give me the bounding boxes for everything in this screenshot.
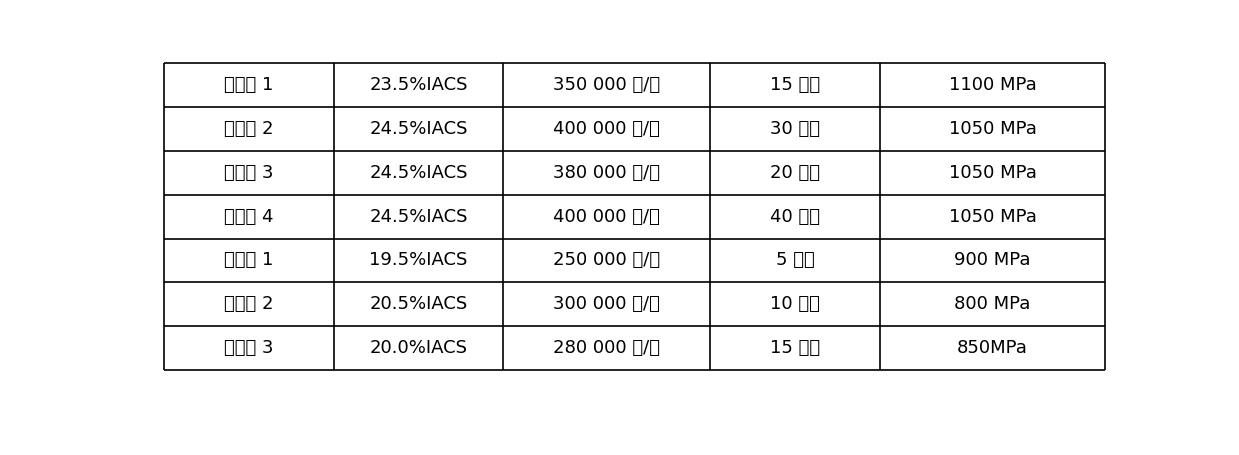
Text: 24.5%IACS: 24.5%IACS [369, 120, 468, 138]
Text: 实施例 3: 实施例 3 [224, 164, 274, 182]
Text: 比较例 1: 比较例 1 [224, 252, 274, 269]
Text: 1050 MPa: 1050 MPa [949, 164, 1037, 182]
Text: 20 微米: 20 微米 [769, 164, 820, 182]
Text: 15 微米: 15 微米 [769, 76, 820, 94]
Text: 15 微米: 15 微米 [769, 339, 820, 357]
Text: 280 000 次/秒: 280 000 次/秒 [554, 339, 660, 357]
Text: 400 000 次/秒: 400 000 次/秒 [554, 207, 660, 226]
Text: 24.5%IACS: 24.5%IACS [369, 207, 468, 226]
Text: 40 微米: 40 微米 [769, 207, 820, 226]
Text: 5 微米: 5 微米 [776, 252, 814, 269]
Text: 比较例 3: 比较例 3 [224, 339, 274, 357]
Text: 24.5%IACS: 24.5%IACS [369, 164, 468, 182]
Text: 20.5%IACS: 20.5%IACS [369, 295, 467, 313]
Text: 350 000 次/秒: 350 000 次/秒 [553, 76, 660, 94]
Text: 850MPa: 850MPa [958, 339, 1028, 357]
Text: 19.5%IACS: 19.5%IACS [369, 252, 468, 269]
Text: 1050 MPa: 1050 MPa [949, 120, 1037, 138]
Text: 250 000 次/秒: 250 000 次/秒 [553, 252, 660, 269]
Text: 20.0%IACS: 20.0%IACS [369, 339, 467, 357]
Text: 300 000 次/秒: 300 000 次/秒 [554, 295, 660, 313]
Text: 400 000 次/秒: 400 000 次/秒 [554, 120, 660, 138]
Text: 30 微米: 30 微米 [769, 120, 820, 138]
Text: 1100 MPa: 1100 MPa [949, 76, 1037, 94]
Text: 900 MPa: 900 MPa [954, 252, 1031, 269]
Text: 实施例 4: 实施例 4 [224, 207, 274, 226]
Text: 800 MPa: 800 MPa [954, 295, 1031, 313]
Text: 1050 MPa: 1050 MPa [949, 207, 1037, 226]
Text: 比较例 2: 比较例 2 [224, 295, 274, 313]
Text: 10 微米: 10 微米 [769, 295, 820, 313]
Text: 实施例 2: 实施例 2 [224, 120, 274, 138]
Text: 实施例 1: 实施例 1 [224, 76, 274, 94]
Text: 380 000 次/秒: 380 000 次/秒 [554, 164, 660, 182]
Text: 23.5%IACS: 23.5%IACS [369, 76, 468, 94]
